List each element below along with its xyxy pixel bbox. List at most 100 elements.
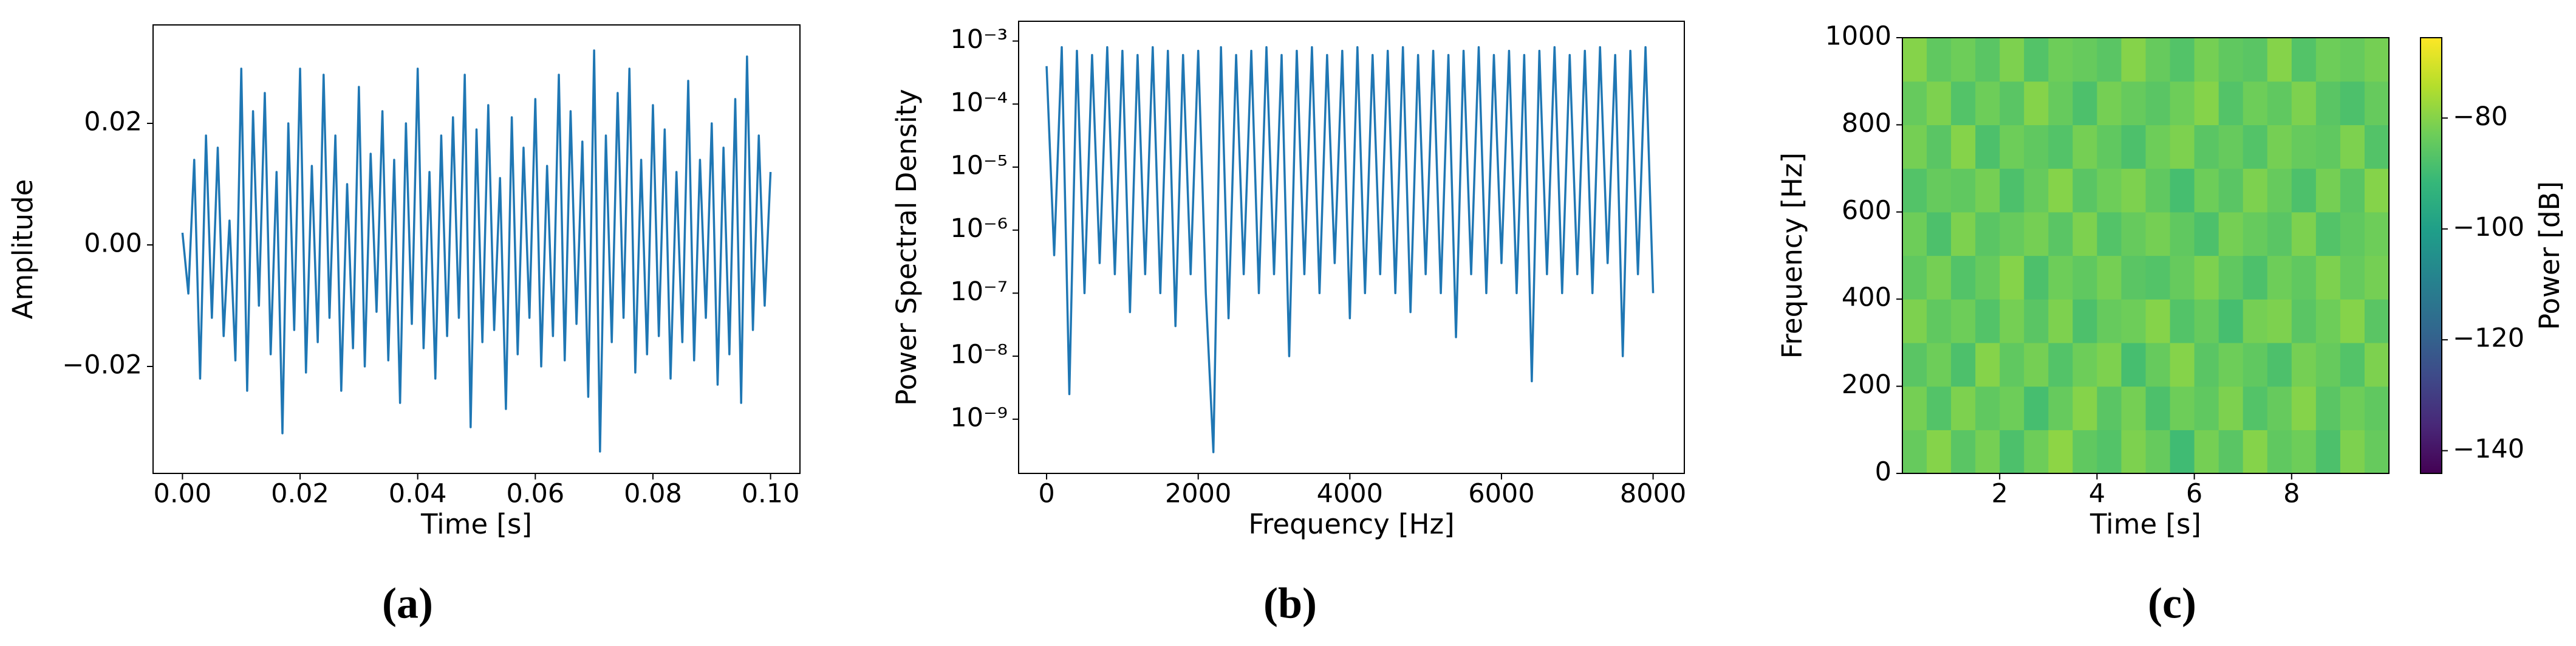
spectrogram-cell (2315, 386, 2341, 430)
y-tick-label: 0 (1875, 457, 1891, 487)
spectrogram-cell (2048, 125, 2073, 169)
spectrogram-cell (1927, 125, 1952, 169)
spectrogram-cell (1927, 299, 1952, 343)
spectrogram-cell (2000, 38, 2024, 82)
spectrogram-cell (2340, 299, 2365, 343)
spectrogram-cell (2218, 81, 2244, 125)
x-axis-label: Frequency [Hz] (1248, 508, 1454, 540)
spectrogram-cell (1975, 430, 2000, 474)
spectrogram-cell (2218, 299, 2244, 343)
spectrogram-cell (2000, 342, 2024, 387)
spectrogram-cell (2267, 211, 2292, 256)
spectrogram-cell (2243, 168, 2268, 213)
spectrogram-cell (2048, 430, 2073, 474)
spectrogram-cell (2170, 386, 2195, 430)
spectrogram-cell (1927, 211, 1952, 256)
spectrogram-cell (2291, 168, 2317, 213)
spectrogram-cell (2000, 430, 2024, 474)
spectrogram-cell (2243, 255, 2268, 300)
spectrogram-cell (2097, 299, 2122, 343)
x-tick-label: 0.00 (154, 479, 212, 509)
y-tick-label: 10⁻⁷ (950, 277, 1008, 307)
spectrogram-cell (2315, 255, 2341, 300)
spectrogram-cell (2072, 211, 2097, 256)
spectrogram-cell (2121, 255, 2147, 300)
spectrogram-cell (2194, 81, 2219, 125)
axes-frame (1902, 37, 2390, 474)
spectrogram-cell (2000, 386, 2024, 430)
spectrogram-cell (2315, 168, 2341, 213)
spectrogram-cell (1927, 386, 1952, 430)
signal-line (181, 49, 772, 453)
spectrogram-cell (2267, 168, 2292, 213)
spectrogram-cell (1927, 168, 1952, 213)
spectrogram-cell (2291, 386, 2317, 430)
spectrogram-cell (2048, 386, 2073, 430)
spectrogram-cell (1975, 386, 2000, 430)
y-tick-label: 1000 (1825, 21, 1891, 52)
spectrogram-cell (2364, 38, 2390, 82)
spectrogram-cell (1951, 255, 1976, 300)
spectrogram-cell (2024, 255, 2049, 300)
spectrogram-cell (2291, 255, 2317, 300)
spectrogram-cell (2121, 168, 2147, 213)
spectrogram-cell (1951, 125, 1976, 169)
spectrogram-cell (2048, 299, 2073, 343)
colorbar-label: Power [dB] (2533, 181, 2566, 330)
spectrogram-cell (2145, 211, 2171, 256)
spectrogram-cell (2097, 430, 2122, 474)
spectrogram-cell (2072, 255, 2097, 300)
spectrogram-cell (1975, 38, 2000, 82)
spectrogram-cell (2097, 342, 2122, 387)
y-tick-label: 10⁻⁹ (950, 402, 1008, 433)
spectrogram-cell (1902, 168, 1927, 213)
spectrogram-cell (2194, 211, 2219, 256)
spectrogram-cell (1902, 211, 1927, 256)
x-tick-label: 0.10 (742, 479, 800, 509)
spectrogram-cell (2000, 81, 2024, 125)
x-tick-label: 4 (2089, 479, 2105, 509)
spectrogram-cell (2048, 81, 2073, 125)
spectrogram-cell (2267, 255, 2292, 300)
y-tick-label: 10⁻⁶ (950, 213, 1008, 244)
spectrogram-cell (2048, 211, 2073, 256)
x-tick-label: 0.04 (389, 479, 447, 509)
spectrogram-cell (1902, 81, 1927, 125)
spectrogram-cell (2194, 386, 2219, 430)
spectrogram-cell (2267, 81, 2292, 125)
spectrogram-cell (2170, 342, 2195, 387)
spectrogram-cell (2097, 255, 2122, 300)
spectrogram-cell (2145, 299, 2171, 343)
spectrogram-cell (1927, 255, 1952, 300)
spectrogram-cell (1975, 81, 2000, 125)
spectrogram-cell (2315, 430, 2341, 474)
y-tick-label: 10⁻³ (950, 24, 1008, 55)
spectrogram-cell (1951, 81, 1976, 125)
spectrogram-cell (2097, 125, 2122, 169)
spectrogram-cell (2000, 168, 2024, 213)
panel-caption: (b) (1263, 579, 1317, 628)
spectrogram-cell (2315, 299, 2341, 343)
spectrogram-cell (1975, 299, 2000, 343)
spectrogram-cell (2145, 125, 2171, 169)
spectrogram-cell (2218, 211, 2244, 256)
spectrogram-cell (2121, 342, 2147, 387)
y-tick-label: 10⁻⁴ (950, 88, 1008, 118)
spectrogram-cell (2170, 430, 2195, 474)
spectrogram-cell (1902, 299, 1927, 343)
spectrogram-cell (1951, 430, 1976, 474)
spectrogram-cell (2315, 38, 2341, 82)
y-tick-label: 10⁻⁸ (950, 340, 1008, 370)
spectrogram-cell (2194, 342, 2219, 387)
x-tick-label: 6000 (1468, 479, 1534, 509)
spectrogram-cell (2097, 38, 2122, 82)
spectrogram-cell (1927, 430, 1952, 474)
spectrogram-cell (2315, 211, 2341, 256)
x-tick-label: 0.06 (506, 479, 564, 509)
colorbar-tick-label: −140 (2453, 434, 2524, 464)
spectrogram-cell (2048, 255, 2073, 300)
spectrogram-cell (2364, 125, 2390, 169)
colorbar-tick-label: −80 (2453, 101, 2508, 132)
spectrogram-cell (2315, 125, 2341, 169)
